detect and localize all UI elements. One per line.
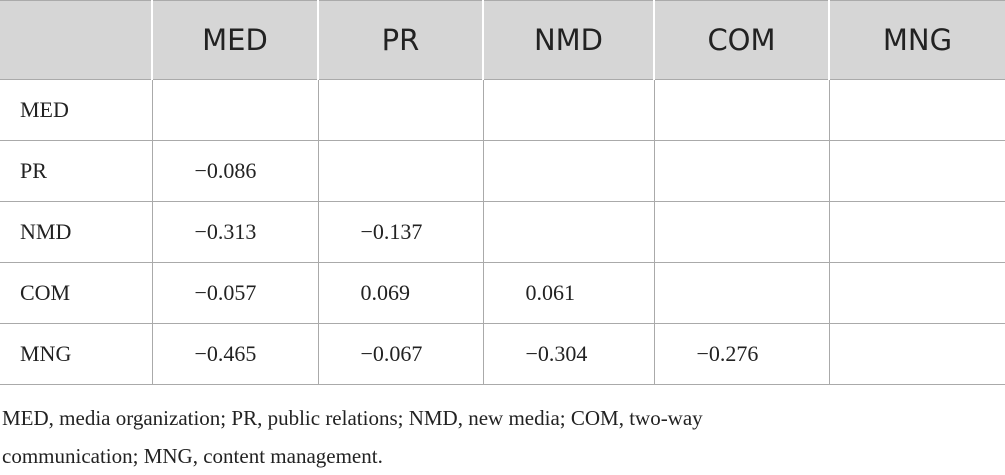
- row-label: MNG: [0, 323, 153, 385]
- corner-cell: [0, 0, 152, 80]
- footnote: MED, media organization; PR, public rela…: [2, 399, 1005, 475]
- row-label: PR: [0, 140, 153, 202]
- empty-cell: [482, 140, 655, 202]
- empty-cell: [482, 201, 655, 263]
- table-body: MED PR −0.086 NMD −0.313 −0.137 COM −0.057 0.069…: [0, 79, 1005, 385]
- row-label: COM: [0, 262, 153, 324]
- row-label: MED: [0, 79, 153, 141]
- empty-cell: [653, 79, 830, 141]
- empty-cell: [828, 140, 1005, 202]
- table-row: MED: [0, 79, 1005, 141]
- empty-cell: [317, 140, 484, 202]
- empty-cell: [828, 201, 1005, 263]
- table-row: COM −0.057 0.069 0.061: [0, 262, 1005, 324]
- value-cell: 0.061: [482, 262, 655, 324]
- value-cell: −0.313: [151, 201, 319, 263]
- correlation-table: MED PR NMD COM MNG MED PR −0.086 NMD −0.313 −0.13…: [0, 0, 1005, 385]
- value-cell: 0.069: [317, 262, 484, 324]
- header-row: MED PR NMD COM MNG: [0, 0, 1005, 80]
- column-header: MNG: [828, 0, 1005, 80]
- empty-cell: [828, 323, 1005, 385]
- empty-cell: [828, 79, 1005, 141]
- row-label: NMD: [0, 201, 153, 263]
- value-cell: −0.276: [653, 323, 830, 385]
- value-cell: −0.465: [151, 323, 319, 385]
- empty-cell: [653, 262, 830, 324]
- footnote-line: MED, media organization; PR, public rela…: [2, 406, 703, 430]
- column-header: COM: [653, 0, 829, 80]
- column-header: NMD: [482, 0, 654, 80]
- table-row: NMD −0.313 −0.137: [0, 201, 1005, 263]
- value-cell: −0.067: [317, 323, 484, 385]
- table-row: PR −0.086: [0, 140, 1005, 202]
- footnote-line: communication; MNG, content management.: [2, 444, 383, 468]
- value-cell: −0.304: [482, 323, 655, 385]
- empty-cell: [653, 201, 830, 263]
- value-cell: −0.057: [151, 262, 319, 324]
- column-header: MED: [151, 0, 318, 80]
- empty-cell: [482, 79, 655, 141]
- value-cell: −0.086: [151, 140, 319, 202]
- empty-cell: [828, 262, 1005, 324]
- empty-cell: [653, 140, 830, 202]
- empty-cell: [151, 79, 319, 141]
- empty-cell: [317, 79, 484, 141]
- value-cell: −0.137: [317, 201, 484, 263]
- column-header: PR: [317, 0, 483, 80]
- table-row: MNG −0.465 −0.067 −0.304 −0.276: [0, 323, 1005, 385]
